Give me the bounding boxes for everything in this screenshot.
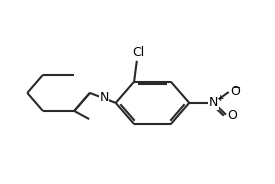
Text: N: N xyxy=(209,96,218,109)
Text: O: O xyxy=(227,109,237,122)
Text: −: − xyxy=(233,83,241,93)
Text: N: N xyxy=(100,91,109,104)
Text: Cl: Cl xyxy=(132,46,144,59)
Text: O: O xyxy=(230,85,240,98)
Text: +: + xyxy=(216,94,224,103)
